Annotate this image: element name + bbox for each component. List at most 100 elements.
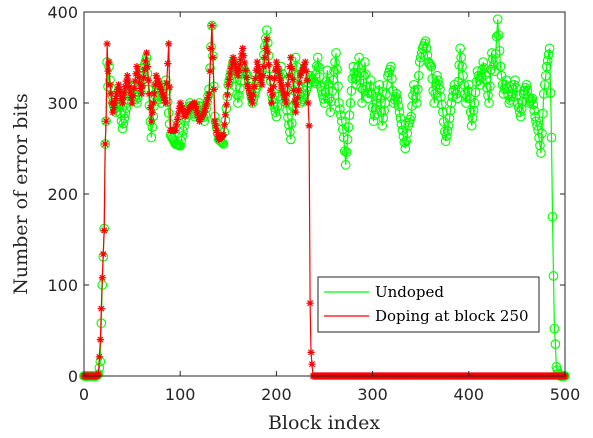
data-point [197,113,205,122]
data-point [400,143,411,154]
data-point [382,79,392,90]
data-point [146,103,154,112]
data-point [321,76,332,87]
data-point [458,70,468,81]
data-point [119,93,128,102]
data-point [98,274,106,282]
data-point [142,49,151,57]
axes-layer: 0 100 200 300 400 500 0 100 200 300 400 [47,3,580,404]
data-point [536,148,546,158]
data-point [212,122,220,130]
data-point [102,117,110,125]
data-point [346,86,357,96]
data-point [322,65,333,76]
data-point [360,57,370,67]
data-point [100,226,108,234]
data-point [510,75,520,86]
data-point [386,73,397,84]
data-point [284,119,294,130]
data-point [244,84,253,93]
data-point [493,30,504,40]
data-point [437,107,448,117]
data-point [332,64,342,75]
data-point [174,110,182,118]
data-point [453,76,464,87]
data-point [391,89,402,99]
data-point [495,61,506,72]
data-point [393,101,404,111]
data-point [549,323,560,334]
data-point [270,107,281,117]
data-point [285,134,296,145]
data-point [144,76,153,84]
data-point [407,101,417,111]
data-point [348,61,359,72]
data-point [234,72,242,80]
data-point [182,111,190,119]
data-point [172,121,180,129]
data-point [509,79,519,90]
data-point [179,107,187,115]
data-point [415,52,426,63]
data-point [425,60,436,70]
data-point [213,126,221,134]
data-point [542,55,553,66]
data-point [164,59,172,68]
data-point [173,115,181,123]
data-point [140,73,148,82]
data-point [478,57,489,67]
data-point [350,73,361,84]
data-point [211,117,219,125]
data-point [369,110,380,120]
data-point [537,128,547,139]
data-point [351,79,362,90]
data-point [210,85,218,93]
data-point [366,89,377,99]
data-point [300,61,308,69]
data-point [275,72,283,80]
data-point [96,336,104,344]
data-point [469,98,480,108]
data-point [153,74,161,83]
data-point [301,58,309,66]
data-point [331,48,341,58]
data-point [94,370,103,378]
data-point [120,88,129,96]
data-point [443,120,454,131]
data-point [258,81,266,89]
data-point [283,90,291,98]
data-point [421,43,432,53]
y-tick-label: 400 [47,3,78,22]
data-point [117,123,128,134]
data-point [126,88,134,96]
data-point [267,99,276,107]
data-point [440,136,451,147]
data-point [257,76,265,84]
data-point [546,132,557,143]
data-point [545,88,556,98]
data-point [436,92,446,102]
data-point [531,116,541,127]
data-point [272,101,283,112]
x-tick-label: 300 [357,385,388,404]
data-point [290,86,298,94]
data-point [326,96,337,107]
data-point [299,63,307,72]
data-point [547,211,558,222]
data-point [279,88,287,96]
data-point [235,76,246,87]
data-point [361,69,371,80]
y-tick-label: 0 [68,367,78,386]
data-point [270,74,279,83]
y-axis-title: Number of error bits [10,93,32,295]
data-point [515,111,526,122]
data-point [267,86,275,94]
data-point [141,65,149,73]
data-point [177,131,187,141]
data-point [199,110,207,118]
data-point [157,85,165,93]
data-point [111,99,119,107]
data-point [314,72,325,82]
data-point [148,108,156,116]
